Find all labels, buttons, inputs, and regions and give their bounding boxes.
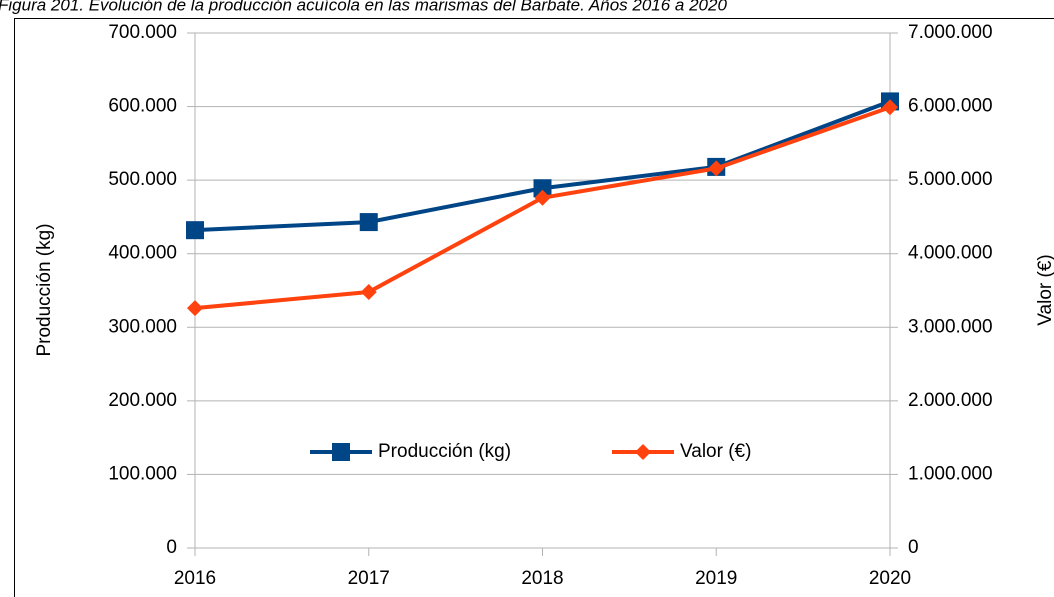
y2-tick-label: 2.000.000 bbox=[908, 390, 993, 411]
legend-marker bbox=[635, 444, 651, 460]
legend-label: Valor (€) bbox=[680, 441, 751, 462]
x-tick-label: 2018 bbox=[521, 568, 563, 589]
series-line bbox=[194, 99, 891, 233]
y-axis-label: Producción (kg) bbox=[34, 223, 55, 356]
data-point bbox=[533, 179, 552, 198]
y2-tick-label: 4.000.000 bbox=[908, 243, 993, 264]
x-tick-label: 2020 bbox=[869, 568, 911, 589]
x-tick-label: 2017 bbox=[348, 568, 390, 589]
y2-tick-label: 5.000.000 bbox=[908, 169, 993, 190]
x-tick-label: 2016 bbox=[174, 568, 216, 589]
y-tick-label: 300.000 bbox=[108, 316, 177, 337]
legend-marker bbox=[332, 443, 350, 461]
y-tick-label: 500.000 bbox=[108, 169, 177, 190]
y2-tick-label: 0 bbox=[908, 537, 919, 558]
y2-axis-label: Valor (€) bbox=[1035, 254, 1054, 325]
y2-tick-label: 6.000.000 bbox=[908, 96, 993, 117]
data-point bbox=[187, 300, 203, 317]
series-line bbox=[194, 105, 891, 311]
chart-title: Figura 201. Evolución de la producción a… bbox=[0, 0, 727, 14]
y-tick-label: 600.000 bbox=[108, 96, 177, 117]
data-point bbox=[882, 99, 898, 116]
x-tick-label: 2019 bbox=[695, 568, 737, 589]
y-tick-label: 700.000 bbox=[108, 22, 177, 43]
y-tick-label: 0 bbox=[166, 537, 177, 558]
y-tick-label: 400.000 bbox=[108, 243, 177, 264]
data-point bbox=[360, 283, 377, 300]
chart-frame bbox=[14, 18, 1054, 597]
y2-tick-label: 1.000.000 bbox=[908, 463, 993, 484]
y2-tick-label: 7.000.000 bbox=[908, 22, 993, 43]
data-point bbox=[186, 221, 204, 240]
data-point bbox=[708, 160, 725, 177]
y2-tick-label: 3.000.000 bbox=[908, 316, 993, 337]
y-tick-label: 200.000 bbox=[108, 390, 177, 411]
data-point bbox=[534, 189, 551, 206]
y-tick-label: 100.000 bbox=[108, 463, 177, 484]
data-point bbox=[359, 213, 378, 232]
legend-label: Producción (kg) bbox=[378, 441, 511, 462]
